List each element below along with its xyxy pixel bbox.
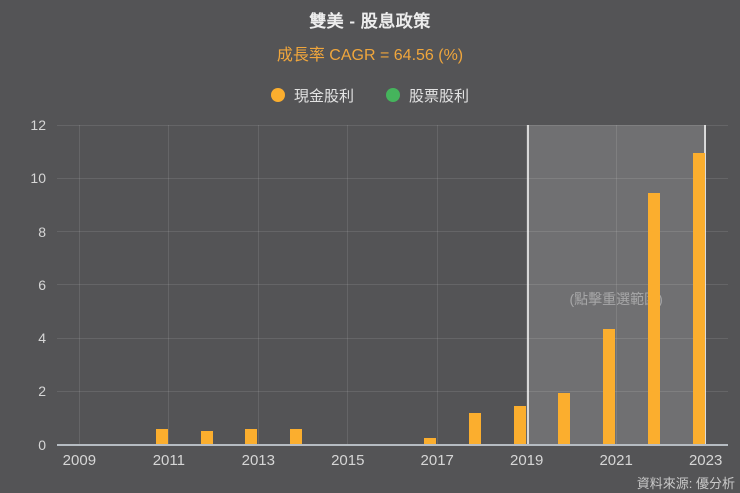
bar-現金股利-2022[interactable]	[647, 192, 660, 445]
gridline-y-6	[57, 284, 728, 286]
gridline-x-2021	[615, 125, 617, 445]
gridline-y-12	[57, 124, 728, 126]
bar-現金股利-2018[interactable]	[468, 412, 481, 445]
x-axis-line	[57, 443, 728, 446]
bar-現金股利-2020[interactable]	[558, 392, 571, 445]
gridline-x-2011	[168, 125, 170, 445]
bar-現金股利-2019[interactable]	[513, 405, 526, 445]
bar-現金股利-2011[interactable]	[155, 428, 168, 445]
y-tick-label: 4	[38, 330, 46, 346]
gridline-x-2015	[347, 125, 349, 445]
x-tick-label: 2009	[62, 452, 97, 469]
legend-label: 現金股利	[293, 87, 354, 105]
gridline-x-2023	[705, 125, 707, 445]
legend-item-0[interactable]: 現金股利	[270, 85, 354, 106]
bar-現金股利-2012[interactable]	[200, 431, 213, 445]
legend: 現金股利 股票股利	[0, 85, 740, 106]
bar-現金股利-2013[interactable]	[245, 428, 258, 445]
chart-title: 雙美 - 股息政策	[309, 12, 431, 31]
gridline-y-4	[57, 337, 728, 339]
x-tick-label: 2021	[599, 452, 633, 469]
gridline-y-2	[57, 390, 728, 392]
gridline-y-10	[57, 177, 728, 179]
gridline-x-2013	[257, 125, 259, 445]
y-tick-label: 2	[38, 383, 46, 400]
x-tick-label: 2019	[510, 452, 544, 469]
legend-marker-icon	[386, 88, 400, 102]
gridline-y-8	[57, 231, 728, 232]
bar-現金股利-2017[interactable]	[424, 437, 437, 445]
y-tick-label: 6	[38, 276, 46, 293]
legend-label: 股票股利	[409, 87, 470, 105]
legend-item-1[interactable]: 股票股利	[386, 85, 469, 106]
y-tick-label: 12	[30, 117, 46, 133]
selection-overlay[interactable]: (點擊重選範圍)	[526, 125, 706, 445]
selection-hint: (點擊重選範圍)	[569, 291, 663, 307]
bar-現金股利-2023[interactable]	[692, 152, 705, 445]
y-tick-label: 10	[30, 170, 46, 187]
x-tick-label: 2023	[688, 452, 723, 469]
chart-subtitle: 成長率 CAGR = 64.56 (%)	[276, 47, 464, 64]
x-tick-label: 2011	[152, 452, 185, 469]
x-tick-label: 2015	[331, 452, 365, 469]
y-tick-label: 8	[38, 223, 46, 240]
bar-現金股利-2014[interactable]	[290, 428, 303, 445]
gridline-x-2017	[436, 125, 438, 445]
x-tick-label: 2013	[241, 452, 275, 469]
legend-marker-icon	[270, 88, 285, 102]
source-note: 資料來源: 優分析	[636, 476, 735, 491]
y-tick-label: 0	[38, 436, 46, 453]
gridline-x-2009	[78, 125, 80, 445]
bar-現金股利-2021[interactable]	[603, 328, 616, 445]
x-tick-label: 2017	[420, 452, 454, 469]
